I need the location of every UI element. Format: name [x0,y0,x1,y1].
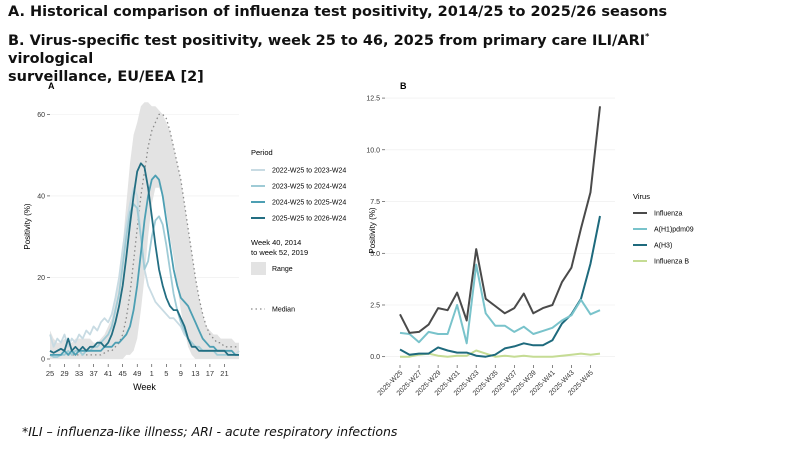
panel-b-series-line [399,106,601,334]
panel-a-x-tick-label: 29 [60,369,68,378]
panel-a-y-tick-label: 60 [37,112,45,119]
panel-b-y-tick-label: 2.5 [370,302,380,309]
panel-a-series-line [49,162,239,356]
panel-a-range-note-line1: Week 40, 2014 [251,238,301,247]
panel-b-y-axis-title: Positivity (%) [368,207,377,254]
panel-b-y-tick-label: 5.0 [370,251,380,258]
panel-b-y-tick-label: 10.0 [366,147,380,154]
panel-a-label: A [48,81,55,91]
panel-a-x-tick-label: 33 [75,369,83,378]
panel-a-x-tick-label: 45 [119,369,127,378]
panel-b-legend-label: Influenza [654,211,683,218]
panel-b-y-tick-label: 0.0 [370,354,380,361]
panel-a-x-tick-label: 41 [104,369,112,378]
panel-a-legend-label: 2024-W25 to 2025-W24 [272,200,346,207]
panel-a-x-tick-label: 17 [206,369,214,378]
panel-b-y-tick-label: 7.5 [370,199,380,206]
panel-a-legend-title: Period [251,148,273,157]
panel-a-x-tick-label: 5 [164,369,168,378]
panel-a-x-tick-label: 13 [191,369,199,378]
title-b-line2: surveillance, EU/EEA [2] [8,68,204,85]
title-b-main: B. Virus-specific test positivity, week … [8,32,646,49]
title-a: A. Historical comparison of influenza te… [8,4,668,20]
panel-a-range-note-line2: to week 52, 2019 [251,248,308,257]
panel-a-x-tick-label: 25 [46,369,54,378]
title-b-rest: virological [8,50,94,67]
panel-b-legend-title: Virus [633,192,650,201]
panel-a-legend-label: 2025-W25 to 2026-W24 [272,216,346,223]
title-b: B. Virus-specific test positivity, week … [8,28,708,86]
panel-a-legend-label: 2023-W25 to 2024-W24 [272,184,346,191]
panel-a-x-tick-label: 9 [179,369,183,378]
panel-a-legend-label: 2022-W25 to 2023-W24 [272,168,346,175]
panel-b-series-line [399,263,601,345]
panel-a-x-tick-label: 21 [220,369,228,378]
panel-a-x-axis-title: Week [133,382,156,392]
panel-a-y-tick-label: 20 [37,275,45,282]
panel-b-label: B [400,81,407,91]
panel-a-x-tick-label: 1 [150,369,154,378]
panel-a-x-tick-label: 49 [133,369,141,378]
panel-b-y-tick-label: 12.5 [366,96,380,103]
panel-a-y-tick-label: 40 [37,193,45,200]
panel-a-range-legend-key [251,262,266,275]
panel-b-legend-label: Influenza B [654,259,689,266]
panel-a-y-tick-label: 0 [41,357,45,364]
panel-a-series-line [50,113,239,356]
panel-a-y-axis-title: Positivity (%) [23,203,32,250]
panel-a-x-tick-label: 37 [89,369,97,378]
panel-a-range-legend-label: Range [272,266,293,273]
panel-b-series-line [399,215,601,358]
panel-a-range-band [50,102,239,359]
panel-a-median-legend-label: Median [272,307,295,314]
title-b-superscript: * [645,32,650,41]
panel-b-series-line [400,349,601,358]
panel-a-series-line [50,174,239,356]
panel-b-legend-label: A(H3) [654,243,672,250]
footnote: *ILI – influenza-like illness; ARI - acu… [22,424,398,439]
panel-b-legend-label: A(H1)pdm09 [654,227,694,234]
